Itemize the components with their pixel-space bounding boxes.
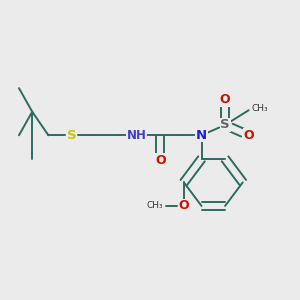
Text: O: O — [243, 129, 254, 142]
Text: NH: NH — [127, 129, 147, 142]
Text: O: O — [155, 154, 166, 167]
Text: CH₃: CH₃ — [147, 201, 163, 210]
Text: O: O — [178, 200, 189, 212]
Text: N: N — [196, 129, 207, 142]
Text: O: O — [220, 93, 230, 106]
Text: S: S — [220, 118, 230, 131]
Text: S: S — [67, 129, 77, 142]
Text: CH₃: CH₃ — [252, 104, 268, 113]
